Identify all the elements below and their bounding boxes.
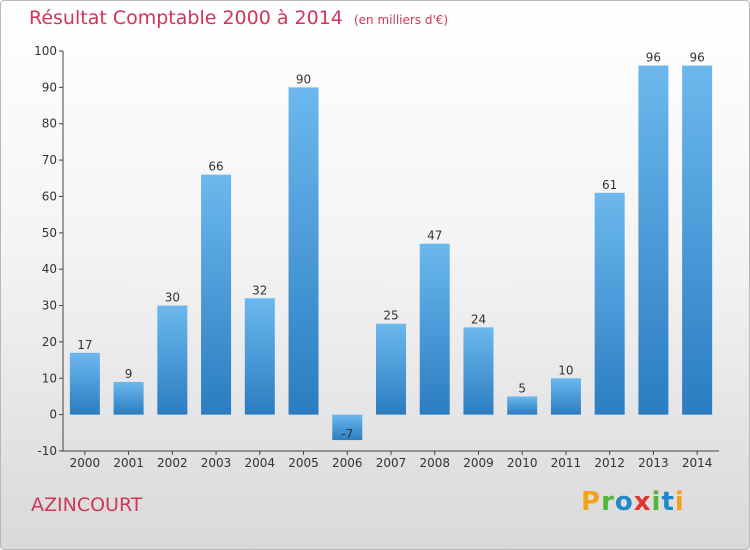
x-tick-label: 2005	[288, 456, 319, 470]
logo-letter: o	[614, 487, 634, 517]
bar-2011	[550, 378, 581, 415]
value-label: 5	[518, 381, 526, 395]
x-tick-label: 2000	[70, 456, 101, 470]
y-tick-label: 100	[34, 44, 57, 58]
y-tick-label: 90	[42, 80, 57, 94]
y-tick-label: -10	[37, 444, 57, 458]
x-tick-label: 2012	[594, 456, 625, 470]
y-tick-label: 60	[42, 189, 57, 203]
title-row: Résultat Comptable 2000 à 2014 (en milli…	[29, 7, 448, 29]
x-tick-label: 2004	[245, 456, 276, 470]
chart-title: Résultat Comptable 2000 à 2014	[29, 7, 343, 29]
bar-2005	[288, 87, 319, 415]
bar-2009	[463, 327, 494, 415]
bar-2014	[682, 65, 713, 415]
logo-letter: P	[581, 487, 602, 517]
value-label: 96	[689, 51, 704, 65]
x-tick-label: 2010	[507, 456, 538, 470]
y-tick-label: 30	[42, 299, 57, 313]
x-tick-label: 2002	[157, 456, 188, 470]
logo-letter: i	[651, 487, 662, 517]
x-tick-label: 2008	[419, 456, 450, 470]
logo-letter: t	[661, 487, 675, 517]
x-tick-label: 2013	[638, 456, 669, 470]
commune-name: AZINCOURT	[31, 494, 143, 516]
bar-2001	[113, 381, 144, 415]
bar-2003	[201, 174, 232, 415]
y-tick-label: 40	[42, 262, 57, 276]
x-tick-label: 2014	[682, 456, 713, 470]
chart-subtitle: (en milliers d'€)	[353, 13, 449, 27]
x-tick-label: 2009	[463, 456, 494, 470]
value-label: 10	[558, 363, 573, 377]
logo-letter: i	[674, 487, 685, 517]
value-label: 24	[471, 312, 486, 326]
bar-2012	[594, 192, 625, 415]
value-label: 96	[646, 51, 661, 65]
value-label: 32	[252, 283, 267, 297]
y-tick-label: 80	[42, 117, 57, 131]
value-labels: 17 9 30 66 32 90 -7 25 47 24 5 10 61 96 96	[77, 51, 705, 442]
bar-2013	[638, 65, 669, 415]
x-tick-label: 2007	[376, 456, 407, 470]
value-label: 9	[125, 367, 133, 381]
proxiti-logo: Proxiti	[581, 487, 685, 517]
logo-letter: r	[601, 487, 615, 517]
x-tick-label: 2011	[551, 456, 582, 470]
value-label: 66	[208, 160, 223, 174]
x-tick-label: 2006	[332, 456, 363, 470]
value-label: 90	[296, 72, 311, 86]
bar-2007	[376, 323, 406, 415]
bar-2000	[69, 352, 100, 415]
value-label: -7	[341, 427, 353, 441]
y-tick-label: 10	[42, 371, 57, 385]
value-label: 61	[602, 178, 617, 192]
axes: -10 0 10 20 30 40 50 60 70 80 90 100 2000 2001 2002 200…	[34, 44, 719, 470]
bar-2006	[332, 414, 363, 441]
bar-2004	[244, 298, 275, 415]
bar-2010	[507, 396, 538, 415]
x-tick-label: 2003	[201, 456, 232, 470]
value-label: 25	[383, 309, 398, 323]
y-tick-label: 0	[49, 408, 57, 422]
y-tick-label: 20	[42, 335, 57, 349]
bar-2002	[157, 305, 188, 415]
value-label: 47	[427, 229, 442, 243]
value-label: 17	[77, 338, 92, 352]
y-tick-label: 70	[42, 153, 57, 167]
x-tick-label: 2001	[113, 456, 144, 470]
y-tick-label: 50	[42, 226, 57, 240]
bars	[69, 65, 713, 441]
logo-letter: x	[633, 487, 652, 517]
bar-2008	[419, 243, 450, 415]
value-label: 30	[165, 291, 180, 305]
